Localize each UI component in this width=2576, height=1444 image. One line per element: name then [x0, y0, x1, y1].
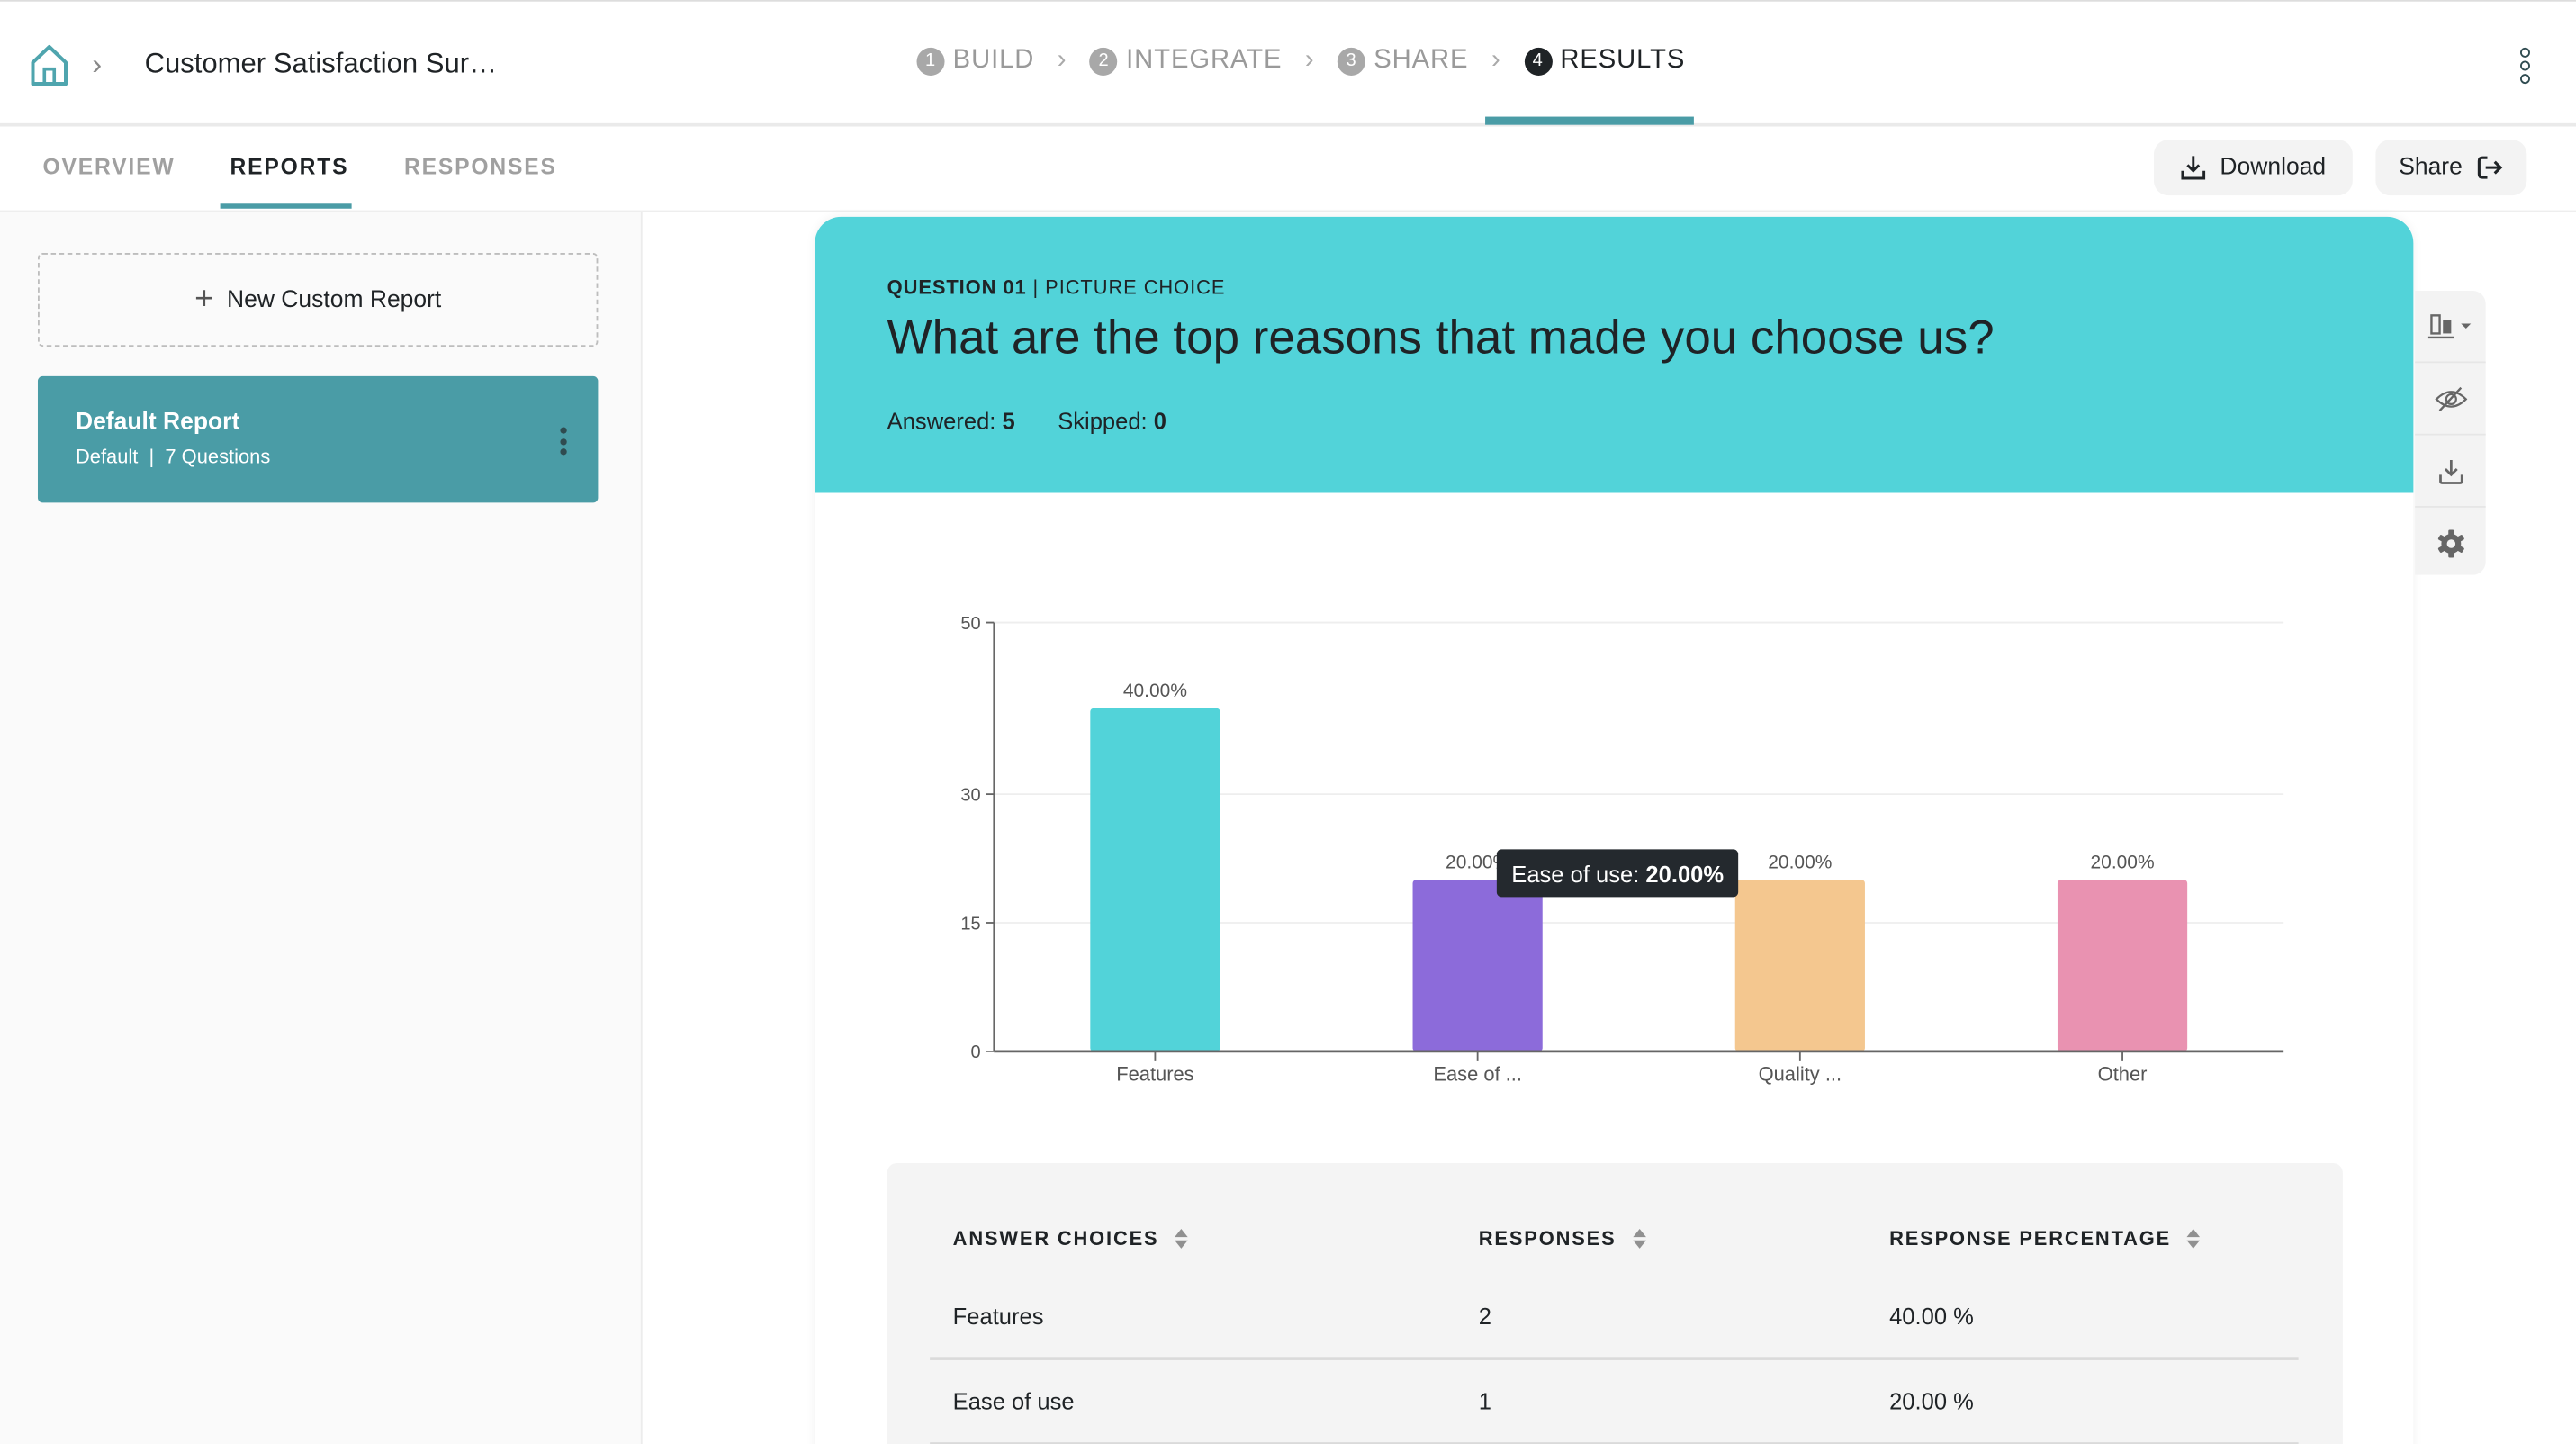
download-label: Download	[2220, 154, 2327, 181]
question-label: QUESTION 01 | PICTURE CHOICE	[887, 275, 1226, 300]
x-tick-label: Quality ...	[1759, 1063, 1842, 1086]
bar-ease-of	[1412, 880, 1543, 1051]
chart-tooltip: Ease of use: 20.00%	[1496, 849, 1739, 898]
question-stats: Answered: 5 Skipped: 0	[887, 408, 1166, 434]
reports-sidebar: + New Custom Report Default Report Defau…	[0, 212, 643, 1444]
eye-off-icon	[2434, 385, 2467, 411]
tab-reports[interactable]: REPORTS	[230, 154, 349, 179]
data-label: 20.00%	[2090, 853, 2154, 873]
report-meta: Default | 7 Questions	[75, 445, 271, 469]
chevron-right-icon: ›	[1057, 46, 1067, 75]
new-report-label: New Custom Report	[227, 286, 442, 313]
report-question-count: 7 Questions	[165, 445, 271, 469]
y-tick-label: 15	[960, 914, 980, 934]
more-options-icon[interactable]	[2514, 47, 2537, 85]
question-type: PICTURE CHOICE	[1045, 275, 1226, 300]
data-label: 20.00%	[1768, 853, 1832, 873]
question-text: What are the top reasons that made you c…	[887, 311, 1995, 366]
step-number: 2	[1090, 47, 1119, 76]
top-border	[0, 0, 2576, 2]
chevron-right-icon: ›	[1491, 46, 1501, 75]
x-tick-label: Other	[2098, 1063, 2148, 1086]
report-options-icon[interactable]	[560, 427, 567, 456]
chevron-right-icon: ›	[1304, 46, 1315, 75]
download-button[interactable]: Download	[2153, 140, 2353, 196]
step-share[interactable]: 3 SHARE	[1338, 46, 1468, 76]
question-number: QUESTION 01	[887, 275, 1027, 300]
y-tick-label: 50	[960, 614, 980, 634]
table-cell: Features	[952, 1303, 1044, 1330]
data-label: 40.00%	[1123, 681, 1187, 701]
bar-chart: 0 15 30 50 40.00% Features 20.00% Ease of ... 20…	[960, 614, 2284, 1086]
share-button[interactable]: Share	[2375, 140, 2527, 196]
chart-type-button[interactable]	[2415, 291, 2486, 364]
plus-icon: +	[194, 281, 214, 318]
step-integrate[interactable]: 2 INTEGRATE	[1090, 46, 1282, 76]
share-label: Share	[2399, 154, 2463, 181]
step-number: 4	[1524, 47, 1553, 76]
bar-features	[1090, 708, 1220, 1051]
step-navigation: 1 BUILD › 2 INTEGRATE › 3 SHARE › 4 RESULTS	[916, 46, 1686, 76]
table-cell: 1	[1478, 1387, 1492, 1415]
bar-other	[2057, 880, 2188, 1051]
share-exit-icon	[2477, 156, 2503, 179]
home-icon[interactable]	[30, 44, 69, 86]
step-label: SHARE	[1374, 46, 1469, 75]
gear-icon	[2436, 528, 2463, 557]
step-label: RESULTS	[1560, 46, 1686, 75]
sort-icon[interactable]	[1175, 1228, 1189, 1249]
header-answer-choices[interactable]: ANSWER CHOICES	[953, 1227, 1189, 1250]
bar-quality	[1734, 880, 1865, 1051]
header-response-percentage[interactable]: RESPONSE PERCENTAGE	[1889, 1227, 2201, 1250]
download-icon	[2181, 156, 2206, 180]
step-number: 1	[916, 47, 945, 76]
row-divider	[930, 1357, 2299, 1360]
answer-table: ANSWER CHOICES RESPONSES RESPONSE PERCEN…	[887, 1162, 2343, 1444]
report-type: Default	[75, 445, 139, 469]
step-label: INTEGRATE	[1126, 46, 1283, 75]
x-tick-label: Ease of ...	[1433, 1063, 1522, 1086]
step-results[interactable]: 4 RESULTS	[1524, 46, 1685, 76]
chart-type-icon	[2427, 313, 2471, 338]
breadcrumb-chevron-icon: ›	[92, 47, 103, 81]
row-divider	[930, 1442, 2299, 1444]
new-custom-report-button[interactable]: + New Custom Report	[37, 253, 599, 347]
step-number: 3	[1338, 47, 1366, 76]
data-label: 20.00%	[1446, 853, 1509, 873]
table-cell: 40.00 %	[1889, 1303, 1974, 1330]
answered-stat: Answered: 5	[887, 407, 1015, 434]
table-cell: 20.00 %	[1889, 1387, 1974, 1415]
sort-icon[interactable]	[2187, 1228, 2201, 1249]
active-step-indicator	[1485, 116, 1694, 125]
table-cell: 2	[1478, 1303, 1492, 1330]
download-chart-button[interactable]	[2415, 436, 2486, 508]
download-icon	[2438, 459, 2463, 483]
report-subnav: OVERVIEW REPORTS RESPONSES Download Shar…	[0, 126, 2576, 212]
table-cell: Ease of use	[952, 1387, 1075, 1415]
question-header: QUESTION 01 | PICTURE CHOICE What are th…	[815, 216, 2414, 493]
y-tick-label: 0	[971, 1042, 981, 1062]
chart-toolbar	[2415, 290, 2486, 578]
step-build[interactable]: 1 BUILD	[916, 46, 1035, 76]
y-tick-label: 30	[960, 785, 980, 805]
header-responses[interactable]: RESPONSES	[1479, 1227, 1646, 1250]
report-title: Default Report	[75, 409, 240, 436]
tab-overview[interactable]: OVERVIEW	[42, 154, 176, 179]
step-label: BUILD	[952, 46, 1035, 75]
active-tab-indicator	[220, 203, 352, 209]
report-item-default[interactable]: Default Report Default | 7 Questions	[37, 375, 599, 503]
sort-icon[interactable]	[1632, 1228, 1646, 1249]
x-tick-label: Features	[1116, 1063, 1193, 1086]
skipped-stat: Skipped: 0	[1058, 407, 1166, 434]
chart-settings-button[interactable]	[2415, 508, 2485, 578]
survey-title[interactable]: Customer Satisfaction Sur…	[144, 47, 498, 79]
tab-responses[interactable]: RESPONSES	[404, 154, 557, 179]
hide-chart-button[interactable]	[2415, 363, 2486, 436]
